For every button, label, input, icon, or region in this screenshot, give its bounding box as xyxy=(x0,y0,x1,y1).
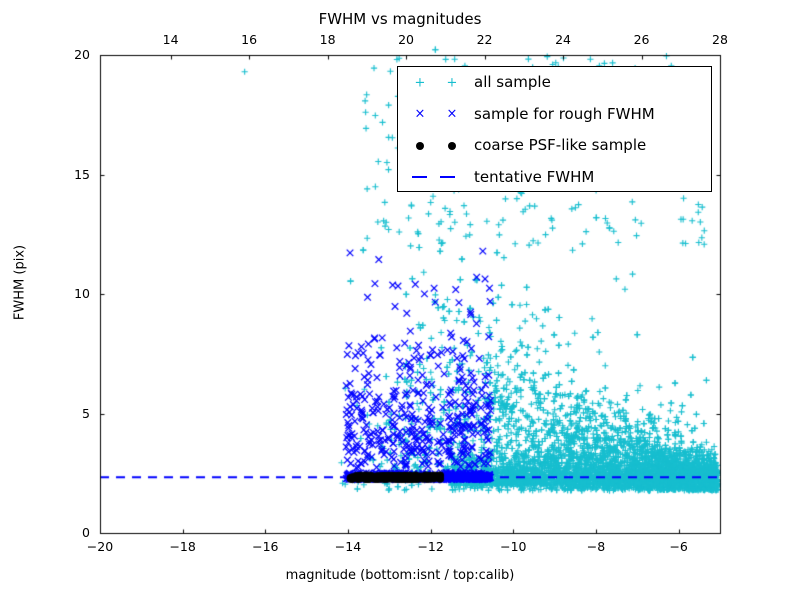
legend-marker-psf-like xyxy=(398,130,474,162)
y-axis-label: FWHM (pix) xyxy=(12,244,28,321)
y-tick-label: 10 xyxy=(74,286,90,301)
dot-icon xyxy=(448,141,456,150)
dot-icon xyxy=(416,141,424,150)
x-tick-label-bottom: −10 xyxy=(500,539,527,554)
y-tick-label: 0 xyxy=(82,525,90,540)
legend-marker-rough-fwhm: × × xyxy=(398,99,474,131)
x-tick-label-bottom: −16 xyxy=(252,539,279,554)
x-tick-label-top: 28 xyxy=(712,32,728,47)
y-tick-label: 20 xyxy=(74,47,90,62)
x-axis-label: magnitude (bottom:isnt / top:calib) xyxy=(285,568,515,583)
legend-label-all-sample: all sample xyxy=(474,73,551,92)
x-tick-label-top: 20 xyxy=(398,32,415,47)
legend-marker-tentative-fwhm xyxy=(398,162,474,194)
dashed-line-icon xyxy=(412,176,427,179)
plus-icon: + xyxy=(446,75,458,91)
legend-entry-rough-fwhm: × × sample for rough FWHM xyxy=(398,99,711,131)
x-tick-label-top: 14 xyxy=(162,32,179,47)
x-tick-label-top: 24 xyxy=(555,32,571,47)
legend: + + all sample × × sample for rough FWHM… xyxy=(397,66,712,192)
dashed-line-icon xyxy=(440,176,455,179)
legend-label-tentative-fwhm: tentative FWHM xyxy=(474,167,595,186)
legend-label-psf-like: coarse PSF-like sample xyxy=(474,136,647,155)
y-tick-label: 5 xyxy=(82,405,90,421)
y-tick-label: 15 xyxy=(74,166,90,182)
legend-marker-all-sample: + + xyxy=(398,67,474,99)
legend-entry-tentative-fwhm: tentative FWHM xyxy=(398,162,711,194)
legend-entry-all-sample: + + all sample xyxy=(398,67,711,99)
x-tick-label-top: 22 xyxy=(476,32,493,47)
x-tick-label-bottom: −20 xyxy=(86,539,114,554)
x-tick-label-bottom: −8 xyxy=(586,539,606,554)
x-tick-label-top: 26 xyxy=(633,32,650,47)
cross-icon: × xyxy=(446,106,458,122)
x-tick-label-bottom: −14 xyxy=(334,539,362,554)
cross-icon: × xyxy=(414,106,426,122)
legend-label-rough-fwhm: sample for rough FWHM xyxy=(474,104,655,123)
x-tick-label-bottom: −18 xyxy=(169,539,196,554)
legend-entry-psf-like: coarse PSF-like sample xyxy=(398,130,711,162)
x-tick-label-top: 16 xyxy=(241,32,258,47)
x-tick-label-bottom: −6 xyxy=(669,539,688,554)
page-title: FWHM vs magnitudes xyxy=(318,10,482,28)
x-tick-label-bottom: −12 xyxy=(417,539,444,554)
x-tick-label-top: 18 xyxy=(319,32,336,47)
plus-icon: + xyxy=(414,75,426,91)
